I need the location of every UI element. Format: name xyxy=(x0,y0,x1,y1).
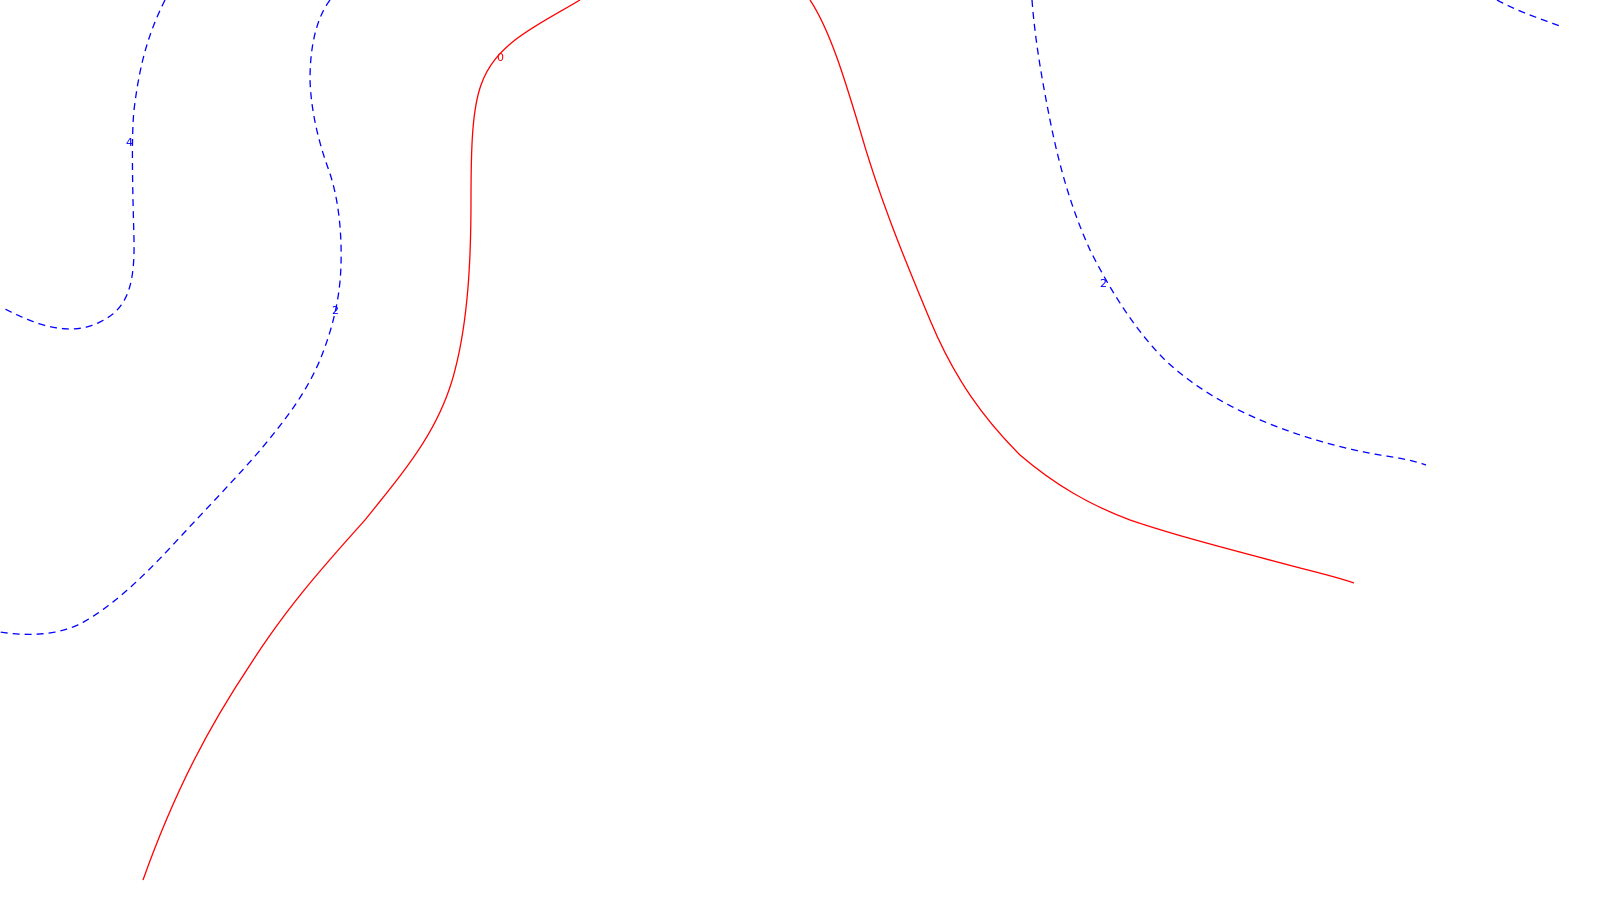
contour-line-corner-top-right xyxy=(1496,0,1561,27)
contour-line-neg2-left xyxy=(0,0,342,636)
contour-label-neg4-left: 4 xyxy=(126,136,133,149)
contour-line-zero xyxy=(142,0,581,881)
contour-label-neg2-right: 2 xyxy=(1100,277,1107,290)
contour-label-neg2-left: 2 xyxy=(332,304,339,317)
contour-line-neg4-left xyxy=(4,0,166,330)
contour-label-zero: 0 xyxy=(497,51,504,64)
contour-line-zero-right xyxy=(809,0,1355,584)
contour-line-neg2-right xyxy=(1031,0,1427,466)
